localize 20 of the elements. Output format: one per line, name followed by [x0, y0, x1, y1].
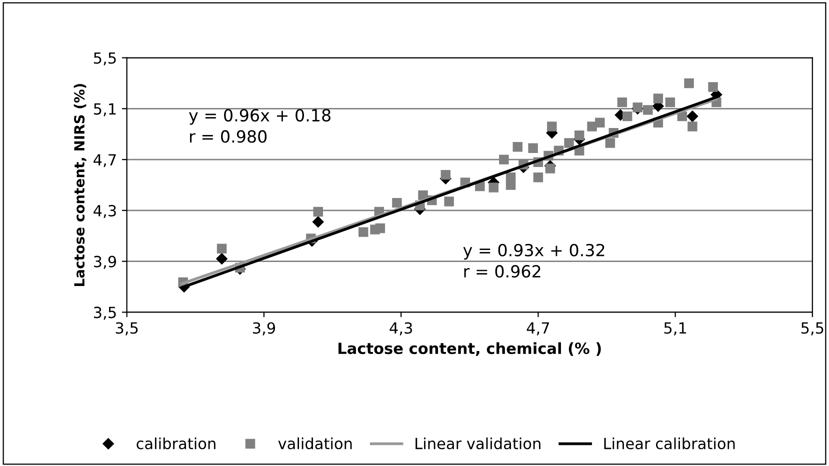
x-axis-title: Lactose content, chemical (% ) — [338, 342, 601, 356]
annotation: y = 0.96x + 0.18 r = 0.980 — [189, 108, 330, 143]
y-tick-label: 5,5 — [94, 52, 116, 66]
legend-label: calibration — [136, 437, 216, 450]
y-tick-label: 3,5 — [94, 306, 116, 320]
y-tick-label: 5,1 — [94, 103, 116, 116]
x-tick-label: 3,9 — [252, 322, 276, 336]
y-axis-title: Lactose content, NIRS (%) — [74, 84, 86, 286]
x-tick-label: 4,3 — [390, 322, 412, 336]
x-tick-label: 5,5 — [801, 322, 824, 336]
x-tick-label: 5,1 — [664, 322, 686, 336]
x-tick-label: 4,7 — [526, 322, 550, 336]
legend-label: Linear calibration — [604, 437, 735, 450]
y-tick-label: 4,7 — [94, 154, 116, 168]
annotation: y = 0.93x + 0.32 r = 0.962 — [463, 244, 604, 278]
legend-label: validation — [278, 437, 352, 450]
x-tick-label: 3,5 — [116, 322, 138, 336]
legend-label: Linear validation — [416, 437, 540, 450]
y-tick-label: 3,9 — [94, 256, 116, 269]
y-tick-label: 4,3 — [94, 204, 116, 218]
